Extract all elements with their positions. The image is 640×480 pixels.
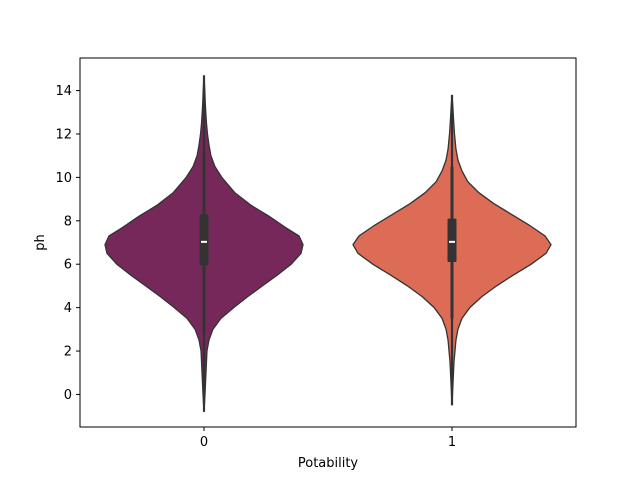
y-tick-label: 0 [64,388,72,403]
y-tick-label: 10 [55,171,72,186]
y-axis-label: ph [33,234,48,251]
y-tick-label: 14 [55,84,72,99]
y-axis: 0 2 4 6 8 10 12 14 [55,84,80,403]
y-tick-label: 2 [64,345,72,360]
plot-area-frame [79,57,577,428]
x-axis-label: Potability [298,456,359,471]
y-tick-label: 6 [64,258,72,273]
y-tick-label: 8 [64,214,72,229]
x-tick-label: 0 [200,435,208,450]
y-tick-label: 4 [64,301,72,316]
violins-layer [104,75,552,412]
x-tick-label: 1 [448,435,456,450]
violin-iqr-box-0 [199,214,209,266]
y-tick-label: 12 [55,127,72,142]
violin-iqr-box-1 [447,218,457,263]
